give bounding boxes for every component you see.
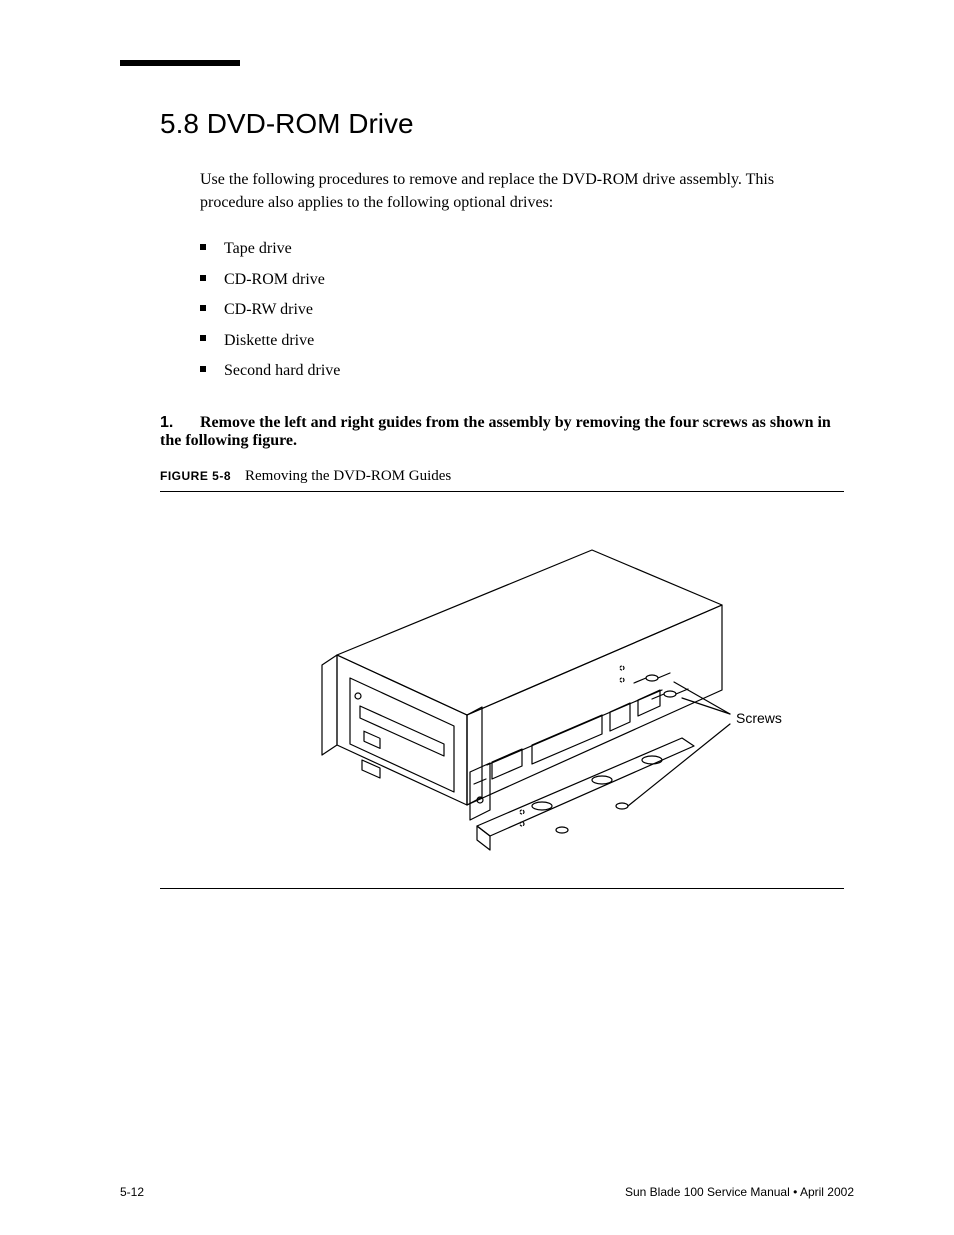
optional-drives-list: Tape drive CD-ROM drive CD-RW drive Disk…	[200, 234, 854, 386]
list-item: CD-RW drive	[200, 295, 854, 325]
step-text: Remove the left and right guides from th…	[160, 414, 831, 449]
page-footer: 5-12 Sun Blade 100 Service Manual • Apri…	[120, 1185, 854, 1199]
figure-rule-bottom	[160, 888, 844, 889]
doc-title: Sun Blade 100 Service Manual • April 200…	[625, 1185, 854, 1199]
figure-title: Removing the DVD-ROM Guides	[245, 468, 451, 484]
list-item: Tape drive	[200, 234, 854, 264]
list-item: Second hard drive	[200, 356, 854, 386]
list-item: CD-ROM drive	[200, 265, 854, 295]
figure-label: FIGURE 5-8	[160, 469, 231, 483]
figure: Screws	[160, 510, 844, 870]
section-rule	[120, 60, 240, 66]
section-heading: 5.8 DVD-ROM Drive	[160, 108, 854, 140]
step-number: 1.	[160, 414, 196, 432]
list-item: Diskette drive	[200, 326, 854, 356]
figure-caption: FIGURE 5-8 Removing the DVD-ROM Guides	[160, 468, 854, 485]
page-number: 5-12	[120, 1185, 144, 1199]
step-1: 1. Remove the left and right guides from…	[160, 414, 854, 450]
intro-paragraph: Use the following procedures to remove a…	[200, 168, 840, 214]
page: 5.8 DVD-ROM Drive Use the following proc…	[0, 0, 954, 1235]
dvd-drive-diagram: Screws	[222, 510, 782, 870]
figure-rule-top	[160, 491, 844, 492]
screws-callout: Screws	[736, 710, 782, 726]
